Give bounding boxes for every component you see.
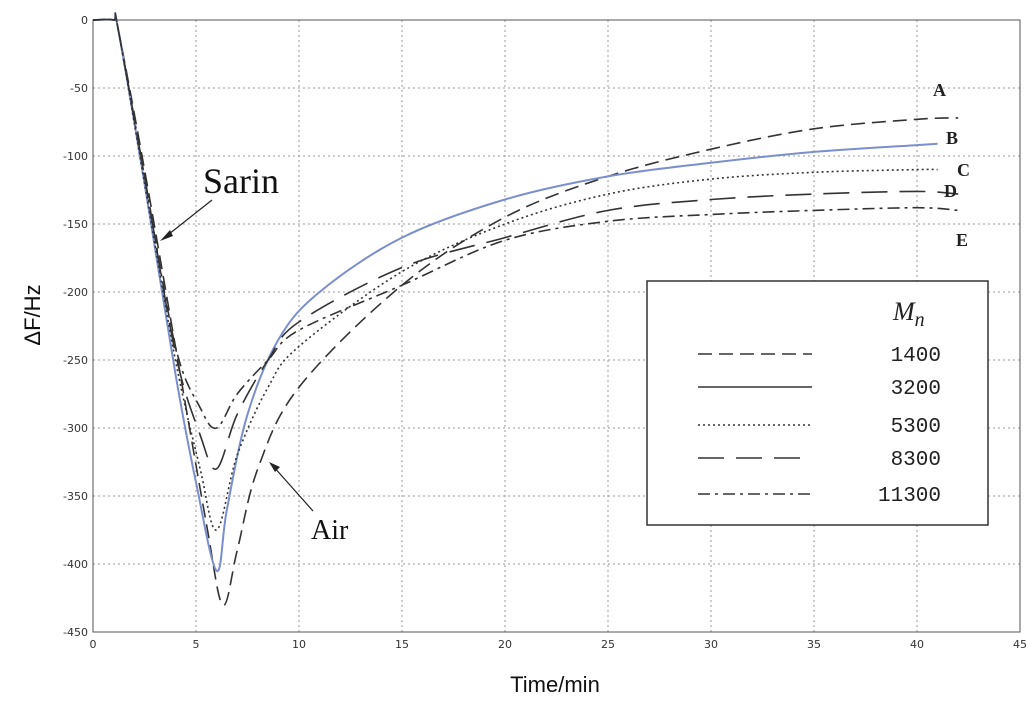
legend: Mn 1400 3200 5300 8300 11300	[646, 280, 989, 526]
x-tick-label: 30	[704, 638, 718, 651]
y-tick-label: -250	[63, 354, 88, 367]
annotation-air-arrow	[272, 465, 314, 512]
plot-frame	[92, 19, 1021, 633]
x-tick-label: 20	[498, 638, 512, 651]
x-ticks: 0 5 10 15 20 25 30 35 40 45	[90, 638, 1027, 651]
legend-entries: 1400 3200 5300 8300 11300	[698, 345, 941, 508]
y-tick-label: -200	[63, 286, 88, 299]
annotation-air: Air	[311, 515, 349, 546]
x-axis-label: Time/min	[510, 672, 600, 697]
series-line-5300	[92, 12, 938, 531]
x-tick-label: 35	[807, 638, 821, 651]
legend-title-main: M	[892, 297, 916, 326]
y-tick-label: -450	[63, 626, 88, 639]
y-tick-label: -50	[70, 82, 88, 95]
x-tick-label: 15	[395, 638, 409, 651]
annotation-air-arrowhead	[269, 462, 280, 472]
y-tick-label: -300	[63, 422, 88, 435]
curve-label-d: D	[944, 181, 957, 201]
legend-label-1400: 1400	[891, 345, 941, 368]
curve-label-b: B	[946, 128, 958, 148]
annotation-sarin-arrow	[163, 199, 213, 239]
series-group	[92, 11, 959, 606]
y-axis-label: ΔF/Hz	[20, 284, 45, 345]
y-tick-label: -100	[63, 150, 88, 163]
legend-title: Mn	[892, 297, 925, 331]
legend-label-3200: 3200	[891, 378, 941, 401]
curve-label-a: A	[933, 80, 946, 100]
legend-box	[646, 280, 989, 526]
y-tick-label: 0	[81, 14, 88, 27]
series-line-8300	[92, 12, 959, 470]
x-tick-label: 25	[601, 638, 615, 651]
curve-label-e: E	[956, 230, 968, 250]
legend-label-5300: 5300	[891, 416, 941, 439]
x-tick-label: 0	[90, 638, 97, 651]
legend-label-11300: 11300	[878, 485, 941, 508]
curve-label-c: C	[957, 160, 970, 180]
x-tick-label: 45	[1013, 638, 1027, 651]
y-ticks: 0 -50 -100 -150 -200 -250 -300 -350 -400 -450	[63, 14, 88, 639]
y-tick-label: -400	[63, 558, 88, 571]
y-tick-label: -350	[63, 490, 88, 503]
legend-title-sub: n	[915, 309, 925, 331]
legend-label-8300: 8300	[891, 449, 941, 472]
series-line-1400	[92, 13, 959, 606]
series-line-11300	[92, 12, 959, 430]
x-tick-label: 10	[292, 638, 306, 651]
annotation-sarin-arrowhead	[160, 230, 173, 241]
annotation-sarin: Sarin	[203, 161, 279, 201]
x-tick-label: 5	[193, 638, 200, 651]
y-tick-label: -150	[63, 218, 88, 231]
x-tick-label: 40	[910, 638, 924, 651]
